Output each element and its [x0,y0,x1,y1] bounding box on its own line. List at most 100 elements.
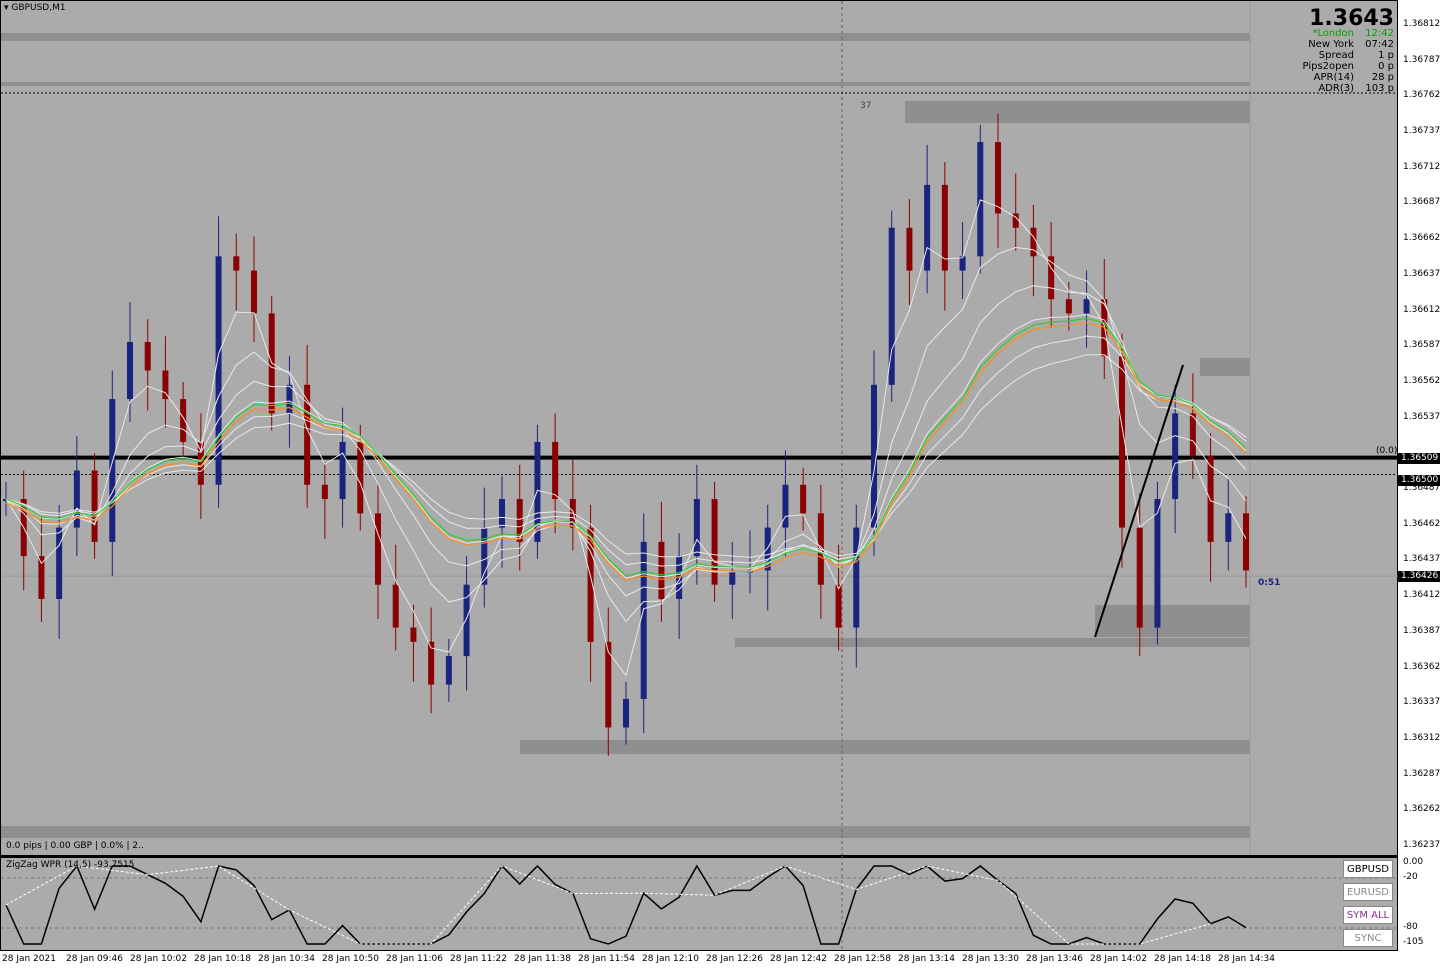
candle-body [1225,513,1232,542]
candle-body [91,470,98,542]
candle-body [392,584,399,628]
price-tag-ask: 1.36500 [1398,475,1440,487]
candle-body [977,142,984,257]
info-row: Spread 1 p [1319,50,1394,61]
ema-orange-line [5,322,1247,581]
info-row: APR(14) 28 p [1314,72,1394,83]
info-row: New York 07:42 [1308,39,1394,50]
time-axis-label: 28 Jan 14:34 [1218,954,1275,964]
ma-ribbon-line [5,335,1247,567]
zigzag-line [5,865,1211,945]
ema-green-line [5,317,1247,577]
info-value: 103 p [1365,83,1394,94]
info-value: 12:42 [1365,28,1394,39]
zone-label: 37 [860,101,872,111]
candle-body [339,441,346,500]
time-axis-label: 28 Jan 09:46 [66,954,123,964]
price-axis-label: 1.36412 [1403,590,1440,601]
candle-body [516,499,523,542]
price-axis-label: 1.36362 [1403,661,1440,672]
candle-body [180,399,187,442]
candle-body [375,513,381,585]
price-tag-level: 1.36509 [1398,452,1440,464]
symbol-button-sync[interactable]: SYNC [1343,929,1393,947]
info-label: Pips2open [1302,61,1354,72]
indicator-axis-label: 0.00 [1403,857,1424,867]
indicator-title: ZigZag WPR (14,5) -93.7515 [6,860,135,870]
candle-body [1189,413,1196,457]
info-label: *London [1312,28,1354,39]
price-axis-label: 1.36587 [1403,340,1440,351]
candle-body [109,399,116,542]
candle-body [286,384,293,414]
candle-body [304,384,311,485]
price-zone [905,101,1250,123]
price-axis-label: 1.36612 [1403,304,1440,315]
candle-body [1012,213,1019,228]
candle-body [1065,299,1072,314]
candle-body [321,484,328,500]
price-axis-label: 1.36387 [1403,625,1440,636]
candle-body [251,270,257,314]
info-label: New York [1308,39,1354,50]
time-axis-label: 28 Jan 13:30 [962,954,1019,964]
wpr-line [5,864,1247,945]
symbol-button-gbpusd[interactable]: GBPUSD [1343,860,1393,878]
time-axis-label: 28 Jan 12:26 [706,954,763,964]
candle-body [3,499,9,502]
candle-body [144,341,151,371]
price-axis-label: 1.36787 [1403,54,1440,65]
price-axis-label: 1.36812 [1403,19,1440,29]
candle-body [941,184,948,271]
price-zone [520,740,1250,754]
time-axis[interactable] [0,951,1440,968]
price-zone [1,826,1250,838]
indicator-axis-label: -105 [1403,937,1424,947]
candle-body [906,227,913,271]
info-label: Spread [1318,50,1354,61]
candle-body [1172,413,1179,500]
candle-body [410,627,417,642]
price-axis-label: 1.36487 [1403,483,1440,494]
candle-body [800,484,807,514]
candle-body [233,256,240,271]
candle-body [1048,256,1055,300]
time-axis-label: 28 Jan 14:18 [1154,954,1211,964]
time-axis-label: 28 Jan 13:14 [898,954,955,964]
price-axis-label: 1.36712 [1403,161,1440,172]
candle-body [640,541,647,699]
time-axis-label: 28 Jan 12:10 [642,954,699,964]
ma-ribbon-line [5,354,1247,558]
main-chart-panel[interactable] [0,0,1398,856]
indicator-subwindow[interactable] [0,856,1398,951]
time-axis-label: 28 Jan 10:50 [322,954,379,964]
candle-body [782,484,789,528]
candle-body [729,570,736,585]
info-label: APR(14) [1313,72,1354,83]
candle-body [1083,299,1090,314]
price-chart[interactable] [0,0,1398,856]
candle-body [463,584,470,657]
symbol-button-sym-all[interactable]: SYM ALL [1343,906,1393,924]
price-axis-label: 1.36637 [1403,268,1440,279]
indicator-axis-label: -80 [1403,922,1418,932]
time-axis-label: 28 Jan 11:22 [450,954,507,964]
candle-body [357,441,364,514]
price-axis-label: 1.36287 [1403,768,1440,779]
time-axis-label: 28 Jan 2021 [2,954,56,964]
price-zone [1200,358,1250,376]
symbol-button-eurusd[interactable]: EURUSD [1343,883,1393,901]
time-axis-label: 28 Jan 11:38 [514,954,571,964]
info-row: ADR(3) 103 p [1318,83,1394,94]
info-label: ADR(3) [1318,83,1354,94]
candle-body [711,499,718,585]
candle-body [924,184,931,271]
time-axis-label: 28 Jan 11:54 [578,954,635,964]
candle-body [215,256,222,485]
price-axis-label: 1.36762 [1403,90,1440,101]
big-price: 1.3643 [1309,6,1394,31]
dropdown-triangle-icon[interactable]: ▾ [4,3,9,13]
time-axis-label: 28 Jan 10:34 [258,954,315,964]
bar-countdown: 0:51 [1258,578,1281,588]
candle-body [853,527,860,628]
